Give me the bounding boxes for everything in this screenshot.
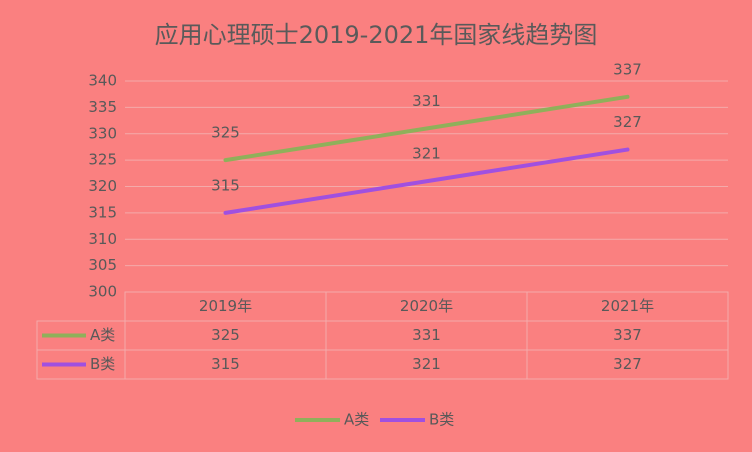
data-label: 327 <box>613 113 642 131</box>
y-tick-label: 325 <box>88 151 117 169</box>
legend-label: B类 <box>429 411 454 429</box>
table-cell: 325 <box>211 326 240 344</box>
data-label: 321 <box>412 145 441 163</box>
y-tick-label: 315 <box>88 203 117 221</box>
table-cell: 331 <box>412 326 441 344</box>
data-label: 325 <box>211 124 240 142</box>
y-tick-label: 320 <box>88 177 117 195</box>
line-series <box>223 94 630 163</box>
y-tick-label: 300 <box>88 283 117 301</box>
y-tick-label: 335 <box>88 98 117 116</box>
x-tick-label: 2020年 <box>400 297 453 315</box>
y-tick-label: 310 <box>88 230 117 248</box>
table-cell: 337 <box>613 326 642 344</box>
table-series-name: A类 <box>90 326 115 344</box>
y-tick-label: 330 <box>88 124 117 142</box>
data-label: 337 <box>613 60 642 78</box>
table-cell: 321 <box>412 355 441 373</box>
y-tick-label: 305 <box>88 256 117 274</box>
x-tick-label: 2019年 <box>199 297 252 315</box>
table-cell: 327 <box>613 355 642 373</box>
table-series-name: B类 <box>90 355 115 373</box>
data-label: 331 <box>412 92 441 110</box>
y-tick-label: 340 <box>88 72 117 90</box>
x-tick-label: 2021年 <box>601 297 654 315</box>
chart-title: 应用心理硕士2019-2021年国家线趋势图 <box>155 21 598 49</box>
data-label: 315 <box>211 176 240 194</box>
table-cell: 315 <box>211 355 240 373</box>
line-series <box>223 147 630 215</box>
legend-label: A类 <box>344 411 369 429</box>
